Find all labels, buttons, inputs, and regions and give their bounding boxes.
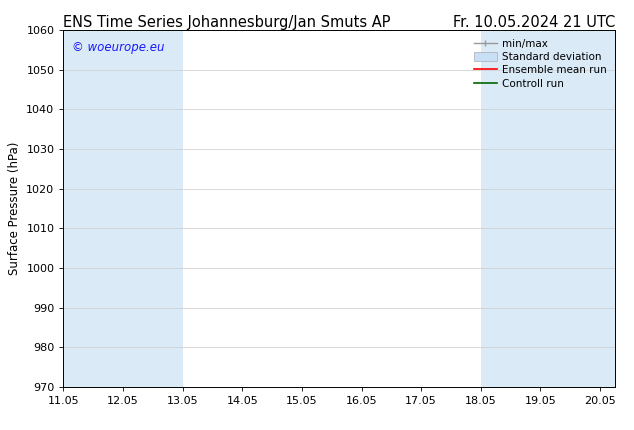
Legend: min/max, Standard deviation, Ensemble mean run, Controll run: min/max, Standard deviation, Ensemble me… [470,35,610,92]
Text: ENS Time Series Johannesburg/Jan Smuts AP: ENS Time Series Johannesburg/Jan Smuts A… [63,15,391,30]
Bar [481,30,600,387]
Text: © woeurope.eu: © woeurope.eu [72,41,164,54]
Bar [600,30,615,387]
Text: Fr. 10.05.2024 21 UTC: Fr. 10.05.2024 21 UTC [453,15,615,30]
Bar [63,30,183,387]
Y-axis label: Surface Pressure (hPa): Surface Pressure (hPa) [8,142,21,275]
